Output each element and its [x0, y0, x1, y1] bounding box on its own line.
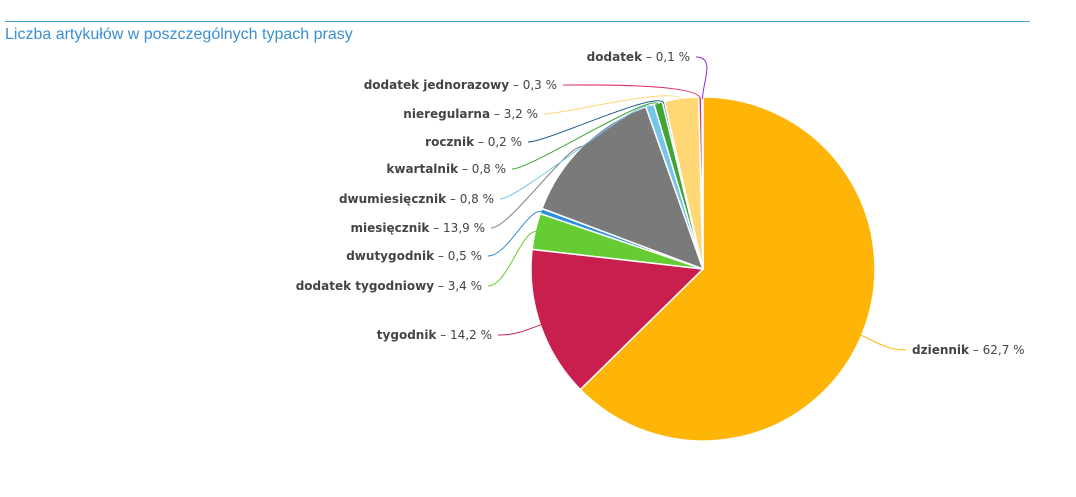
connector-miesiecznik: [490, 146, 585, 229]
connector-dodatek-tygodniowy: [487, 231, 538, 287]
title-rule: [5, 21, 1030, 22]
connector-dodatek: [695, 56, 708, 100]
connector-dziennik: [859, 334, 907, 351]
data-label-kwartalnik: kwartalnik – 0,8 %: [386, 162, 506, 176]
data-label-dodatek-tygodniowy: dodatek tygodniowy – 3,4 %: [296, 279, 482, 293]
data-label-rocznik: rocznik – 0,2 %: [425, 135, 522, 149]
connector-tygodnik: [497, 323, 543, 336]
data-label-dwumiesiecznik: dwumiesięcznik – 0,8 %: [339, 192, 494, 206]
data-label-dodatek-jednorazowy: dodatek jednorazowy – 0,3 %: [364, 78, 557, 92]
connector-rocznik: [527, 100, 665, 143]
connector-dodatek-jednorazowy: [562, 84, 701, 100]
data-label-dwutygodnik: dwutygodnik – 0,5 %: [346, 249, 482, 263]
connector-nieregularna: [543, 95, 683, 115]
data-label-miesiecznik: miesięcznik – 13,9 %: [351, 221, 485, 235]
data-label-dziennik: dziennik – 62,7 %: [912, 343, 1025, 357]
connector-dwutygodnik: [487, 211, 544, 257]
chart-title: Liczba artykułów w poszczególnych typach…: [5, 26, 353, 43]
data-label-dodatek: dodatek – 0,1 %: [587, 50, 690, 64]
data-label-nieregularna: nieregularna – 3,2 %: [403, 107, 538, 121]
connector-dwumiesiecznik: [499, 105, 651, 200]
connector-kwartalnik: [511, 102, 660, 170]
data-label-tygodnik: tygodnik – 14,2 %: [377, 328, 492, 342]
